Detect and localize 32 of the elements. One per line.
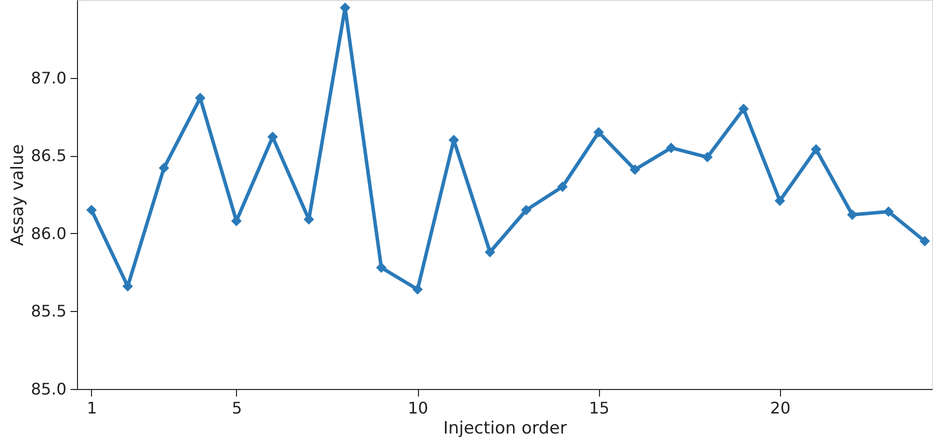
x-tick-label: 15 [589,398,610,418]
point [774,195,786,206]
x-axis-title: Injection order [443,418,567,438]
y-tick-label: 86.5 [30,146,66,166]
point [847,209,858,220]
point [666,142,676,154]
point [412,284,423,295]
point [86,204,97,216]
point [883,206,894,217]
point [920,236,930,246]
point [593,127,604,138]
point [557,181,568,192]
point [194,92,206,104]
y-tick-label: 85.5 [30,302,66,321]
point [810,144,822,155]
point [267,132,278,142]
point [376,262,387,273]
point [484,246,496,258]
y-tick-label: 86.0 [30,224,66,243]
x-tick-label: 1 [86,398,98,418]
point [738,104,749,114]
y-axis-title: Assay value [8,144,28,246]
point [158,162,170,174]
point [630,164,640,175]
y-tick-label: 85.0 [30,380,66,398]
x-tick-label: 5 [232,398,242,418]
point [122,281,133,292]
x-tick-label: 20 [770,398,791,418]
point [702,152,713,162]
x-tick-label: 10 [408,398,428,418]
y-tick-label: 87.0 [30,68,66,88]
point [520,204,532,216]
